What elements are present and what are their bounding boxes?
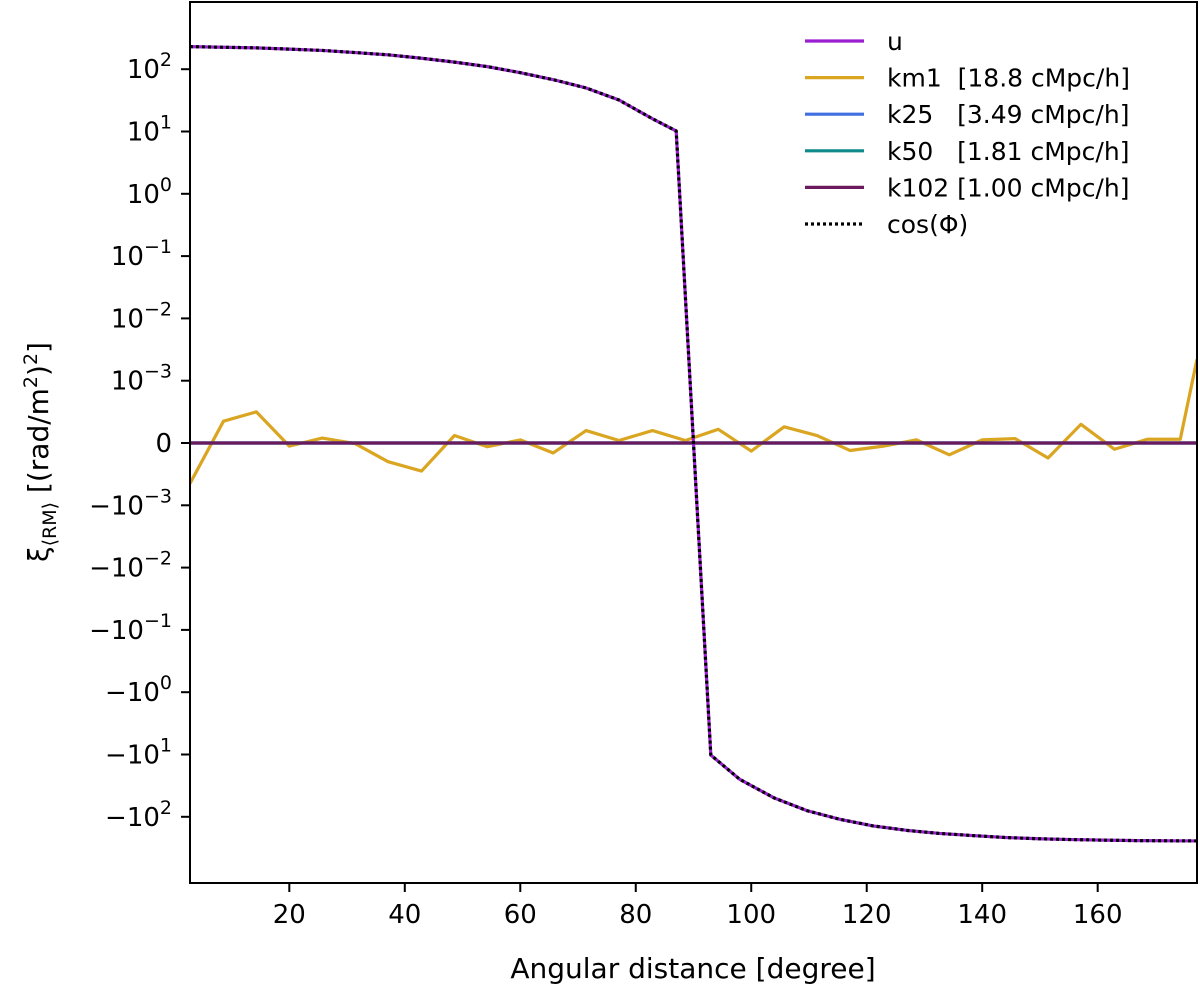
y-tick-label: 10−3 — [111, 361, 172, 397]
y-tick-label: 101 — [127, 112, 172, 148]
x-tick-label: 160 — [1073, 900, 1123, 930]
legend: u km1 [18.8 cMpc/h] k25 [3.49 cMpc/h] k50 [… — [805, 27, 1130, 239]
x-tick-label: 20 — [273, 900, 306, 930]
series-line-cos — [190, 45, 1197, 843]
y-tick-label: 10−2 — [111, 298, 172, 334]
legend-entry: k102 [1.00 cMpc/h] — [887, 173, 1129, 202]
series-layer — [190, 45, 1197, 843]
legend-entry: km1 [18.8 cMpc/h] — [887, 64, 1130, 93]
legend-entry: cos(Φ) — [887, 210, 968, 239]
y-tick-label: −10−1 — [89, 610, 172, 646]
y-axis-label-close: ) — [22, 365, 55, 376]
series-line-km1 — [190, 359, 1197, 485]
y-axis-label-sub: ⟨RM⟩ — [39, 502, 61, 546]
y-tick-label: −10−2 — [89, 548, 172, 584]
legend-entry: k50 [1.81 cMpc/h] — [887, 137, 1129, 166]
y-axis-label-sup2: 2 — [20, 353, 42, 365]
y-axis-label-sup1: 2 — [20, 376, 42, 388]
y-tick-label: 10−1 — [111, 236, 172, 272]
y-tick-label: 0 — [155, 429, 172, 459]
x-tick-label: 120 — [842, 900, 892, 930]
legend-entry: k25 [3.49 cMpc/h] — [887, 100, 1129, 129]
y-axis-label-main: ξ — [22, 546, 55, 562]
x-tick-label: 40 — [388, 900, 421, 930]
x-tick-label: 80 — [619, 900, 652, 930]
y-axis: 102 101 100 10−1 10−2 10−3 0 −10−3 −10−2 −10−1 −10… — [89, 49, 190, 833]
y-axis-label-rest: [(rad/m — [22, 388, 55, 502]
legend-entry: u — [887, 27, 903, 56]
x-axis-label: Angular distance [degree] — [510, 952, 875, 985]
y-tick-label: −101 — [105, 735, 172, 771]
x-tick-label: 60 — [504, 900, 537, 930]
y-tick-label: 102 — [127, 49, 172, 85]
y-axis-label-end: ] — [22, 342, 55, 353]
y-tick-label: −102 — [105, 797, 172, 833]
y-tick-label: −100 — [105, 672, 172, 708]
x-tick-label: 100 — [726, 900, 776, 930]
y-axis-label: ξ⟨RM⟩ [(rad/m2)2] — [20, 342, 61, 562]
y-tick-label: 100 — [127, 174, 172, 210]
x-axis: 20 40 60 80 100 120 140 160 — [273, 883, 1123, 930]
x-tick-label: 140 — [957, 900, 1007, 930]
y-tick-label: −10−3 — [89, 485, 172, 521]
